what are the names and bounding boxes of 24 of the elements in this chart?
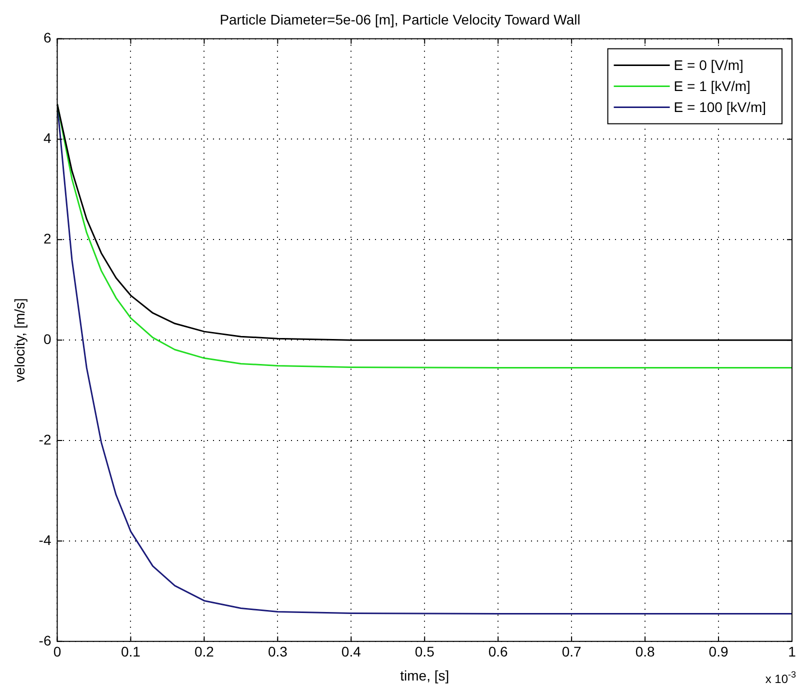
legend-label: E = 0 [V/m] bbox=[674, 57, 744, 74]
x-tick-label: 0.8 bbox=[635, 644, 655, 660]
y-tick-label: -2 bbox=[38, 431, 52, 448]
x-tick-label: 0.1 bbox=[120, 644, 141, 660]
legend-label: E = 1 [kV/m] bbox=[674, 78, 750, 94]
x-tick-label: 0.9 bbox=[708, 644, 728, 660]
y-tick-label: 0 bbox=[43, 330, 52, 347]
x-axis-title: time, [s] bbox=[400, 667, 450, 684]
x-tick-label: 0.5 bbox=[414, 644, 435, 660]
x-tick-label: 1 bbox=[788, 644, 796, 660]
x-tick-label: 0 bbox=[53, 644, 62, 660]
legend-label: E = 100 [kV/m] bbox=[674, 99, 766, 116]
y-tick-label: 4 bbox=[43, 130, 52, 146]
x-tick-label: 0.6 bbox=[488, 644, 508, 660]
x-tick-label: 0.3 bbox=[268, 644, 288, 660]
y-tick-label: 6 bbox=[43, 30, 52, 46]
y-tick-label: 2 bbox=[43, 230, 52, 247]
y-tick-label: -6 bbox=[38, 632, 52, 648]
x-tick-label: 0.2 bbox=[194, 644, 214, 660]
x-tick-label: 0.7 bbox=[562, 644, 582, 660]
chart-title: Particle Diameter=5e-06 [m], Particle Velocity Toward Wall bbox=[220, 11, 580, 28]
x-tick-label: 0.4 bbox=[341, 644, 362, 660]
y-tick-label: -4 bbox=[38, 532, 52, 548]
y-axis-title: velocity, [m/s] bbox=[11, 298, 28, 382]
